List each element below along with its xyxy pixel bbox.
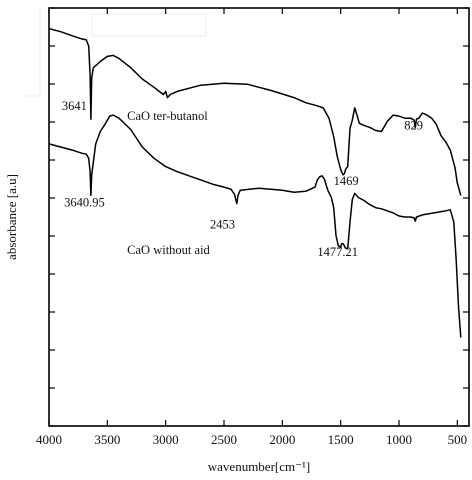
annotation-layer: 3641 CaO ter-butanol 829 1469 3640.95 2453CaO… bbox=[62, 99, 423, 259]
plot-frame bbox=[48, 7, 470, 427]
ghost-box bbox=[20, 8, 207, 97]
y-axis-ticks bbox=[49, 7, 469, 427]
annotation-label: 3640.95 bbox=[64, 196, 105, 210]
annotation-label: 1477.21 bbox=[317, 245, 358, 259]
x-tick-label: 3500 bbox=[94, 432, 120, 447]
y-axis-title: absorbance [a.u] bbox=[4, 174, 19, 260]
annotation-label: 2453 bbox=[210, 217, 235, 231]
x-tick-label: 4000 bbox=[36, 432, 62, 447]
annotation-label: 3641 bbox=[62, 99, 87, 113]
x-tick-label: 3000 bbox=[153, 432, 179, 447]
x-tick-label: 1000 bbox=[386, 432, 412, 447]
series-line-1 bbox=[48, 27, 462, 196]
x-tick-label: 2500 bbox=[211, 432, 237, 447]
annotation-label: 1469 bbox=[334, 174, 359, 188]
x-axis-title: wavenumber[cm⁻¹] bbox=[208, 459, 310, 474]
series-line-2 bbox=[48, 114, 462, 338]
x-tick-label: 2000 bbox=[269, 432, 295, 447]
x-tick-label: 1500 bbox=[328, 432, 354, 447]
annotation-label: 829 bbox=[404, 118, 423, 132]
ghost-rect bbox=[91, 13, 207, 37]
x-tick-label: 500 bbox=[448, 432, 468, 447]
x-axis-ticks: 4000 3500 3000 2500 2000 1500 1000 500 bbox=[36, 8, 467, 447]
annotation-label: CaO ter-butanol bbox=[127, 109, 208, 123]
series-layer bbox=[48, 27, 462, 338]
annotation-label: CaO without aid bbox=[127, 243, 210, 257]
